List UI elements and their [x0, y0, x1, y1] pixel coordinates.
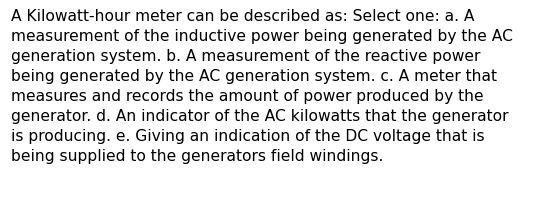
Text: A Kilowatt-hour meter can be described as: Select one: a. A
measurement of the i: A Kilowatt-hour meter can be described a…	[11, 9, 513, 164]
